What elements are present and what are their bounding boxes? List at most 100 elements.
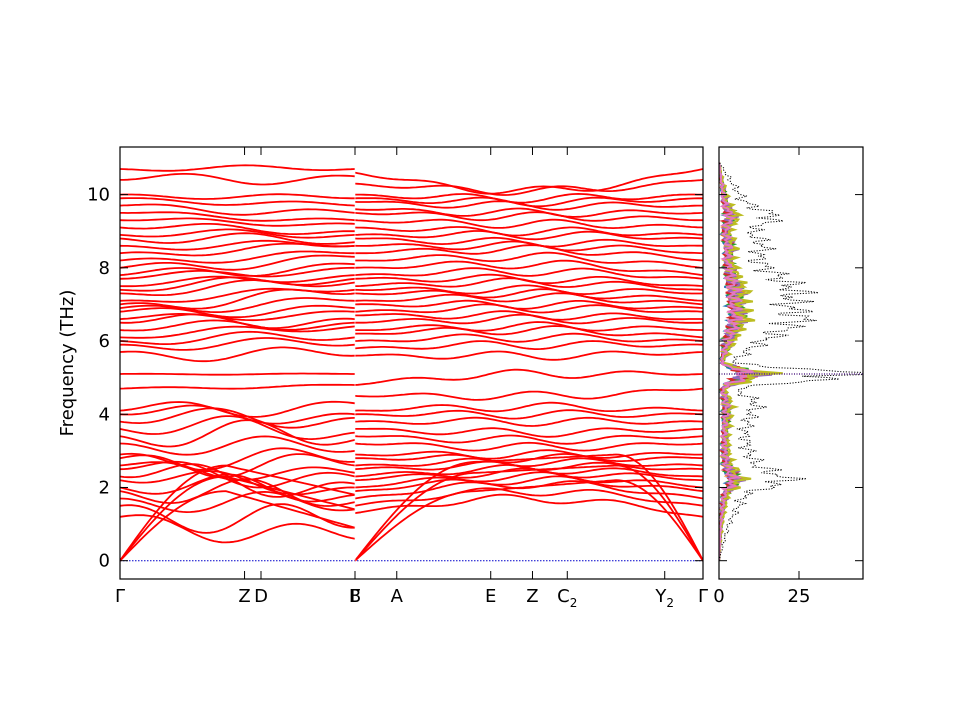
band-optical-seg1-48 — [120, 164, 356, 172]
band-optical-seg1-38 — [120, 239, 356, 251]
band-optical-seg1-8 — [120, 461, 356, 482]
band-optical-seg2-20 — [354, 340, 703, 350]
band-acoustic-seg1-2 — [120, 464, 356, 562]
band-optical-seg2-30 — [354, 284, 703, 295]
band-optical-seg1-30 — [120, 279, 356, 296]
band-optical-seg1-20 — [120, 337, 356, 351]
band-optical-seg2-28 — [354, 292, 703, 306]
band-optical-seg1-32 — [120, 274, 356, 288]
band-optical-seg2-45 — [354, 196, 703, 208]
band-optical-seg2-25 — [355, 310, 703, 321]
band-optical-seg2-3 — [354, 475, 703, 492]
band-optical-seg1-35 — [120, 254, 356, 271]
band-optical-seg1-5 — [120, 470, 356, 496]
band-optical-seg1-0 — [120, 514, 356, 544]
band-optical-seg2-21 — [354, 332, 703, 343]
dos-plot-frame — [718, 146, 864, 580]
band-optical-seg2-2 — [354, 480, 703, 500]
dos-x-tick-label: 0 — [713, 586, 724, 607]
band-optical-seg2-38 — [354, 236, 703, 248]
band-optical-seg1-24 — [120, 313, 356, 330]
band-optical-seg1-46 — [120, 193, 355, 200]
band-optical-seg1-7 — [120, 460, 356, 489]
y-tick-label: 4 — [99, 404, 110, 425]
band-optical-seg2-19 — [354, 350, 703, 361]
y-tick-label: 6 — [99, 331, 110, 352]
band-optical-seg2-39 — [354, 230, 703, 241]
band-optical-seg1-45 — [120, 197, 356, 207]
band-optical-seg1-1 — [120, 503, 355, 534]
dos-x-tick-label: 25 — [788, 586, 811, 607]
band-optical-seg2-18 — [354, 368, 703, 386]
band-optical-seg2-9 — [355, 453, 703, 464]
band-optical-seg1-26 — [120, 304, 356, 319]
band-optical-seg2-46 — [355, 193, 703, 204]
projected-dos-line-6 — [719, 162, 754, 561]
band-optical-seg2-8 — [354, 457, 703, 468]
band-optical-seg1-43 — [120, 211, 356, 222]
band-optical-seg2-15 — [354, 409, 703, 420]
band-optical-seg1-27 — [120, 297, 356, 313]
dos-panel: 0 25 — [713, 146, 864, 607]
band-optical-seg2-26 — [354, 303, 703, 314]
x-tick-label-subscript: 2 — [570, 596, 578, 610]
dos-y-ticks — [719, 194, 863, 562]
dos-lines — [719, 162, 863, 561]
band-optical-seg2-48 — [354, 168, 703, 195]
total-dos-line — [719, 162, 863, 561]
band-optical-seg1-42 — [120, 217, 356, 227]
x-tick-label-subscript: 2 — [666, 596, 674, 610]
band-optical-seg1-19 — [120, 346, 356, 363]
band-plot-frame — [119, 146, 704, 580]
band-optical-seg2-35 — [355, 251, 703, 269]
band-optical-seg2-41 — [354, 218, 703, 229]
band-optical-seg2-11 — [354, 441, 703, 452]
y-tick-label: 8 — [99, 258, 110, 279]
band-optical-seg1-25 — [120, 310, 356, 322]
band-optical-seg2-23 — [355, 321, 703, 332]
band-optical-seg1-18 — [120, 372, 355, 376]
band-optical-seg1-11 — [120, 435, 356, 456]
band-optical-seg2-32 — [354, 273, 703, 287]
y-tick-label: 10 — [87, 185, 110, 206]
band-optical-seg2-4 — [354, 471, 703, 489]
band-optical-seg2-22 — [354, 325, 703, 339]
band-optical-seg1-21 — [120, 330, 356, 345]
band-y-ticks: 0 2 4 6 8 10 — [87, 185, 703, 572]
x-tick-label: Γ — [698, 586, 708, 607]
band-optical-seg2-40 — [354, 226, 703, 237]
band-optical-seg2-7 — [354, 460, 703, 471]
band-optical-seg2-43 — [354, 207, 703, 218]
x-tick-label: Z — [238, 586, 250, 607]
band-optical-seg1-2 — [120, 491, 356, 513]
x-tick-label: Z — [526, 586, 538, 607]
band-optical-seg2-16 — [354, 401, 703, 413]
band-optical-seg1-12 — [120, 419, 356, 448]
band-optical-seg2-14 — [354, 416, 703, 427]
band-optical-seg1-44 — [120, 203, 356, 216]
band-optical-seg1-39 — [120, 232, 356, 245]
dos-x-ticks: 0 25 — [713, 147, 810, 607]
band-optical-seg2-29 — [354, 288, 703, 302]
band-optical-seg1-16 — [120, 400, 356, 418]
x-tick-label: Γ — [350, 586, 360, 607]
band-optical-seg2-17 — [354, 387, 703, 401]
band-optical-seg2-13 — [355, 427, 703, 438]
band-optical-seg2-42 — [354, 211, 703, 222]
band-optical-seg1-41 — [120, 223, 356, 235]
band-optical-seg2-1 — [354, 487, 703, 507]
band-optical-seg1-14 — [120, 407, 356, 429]
band-lines — [120, 164, 703, 562]
band-optical-seg2-10 — [354, 449, 703, 460]
band-optical-seg1-40 — [120, 228, 356, 239]
y-axis-label: Frequency (THz) — [57, 290, 78, 437]
band-optical-seg1-13 — [120, 415, 356, 440]
y-tick-label: 0 — [99, 551, 110, 572]
x-tick-label: B — [349, 586, 361, 607]
band-optical-seg1-34 — [120, 262, 356, 277]
band-optical-seg2-47 — [354, 179, 703, 196]
band-optical-seg1-17 — [120, 383, 356, 390]
